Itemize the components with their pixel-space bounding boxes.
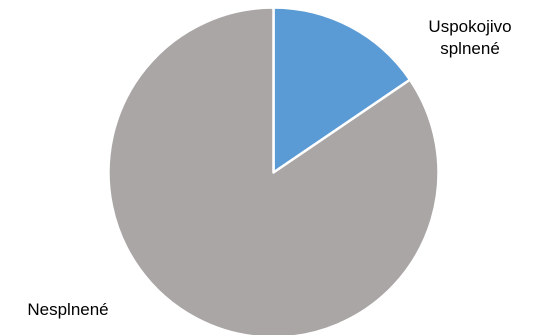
pie-slices <box>107 6 440 335</box>
pie-labels: Uspokojivo splnené Nesplnené <box>27 17 511 319</box>
slice-label-2-line-1: Nesplnené <box>27 300 108 319</box>
slice-label-1-line-2: splnené <box>440 39 500 58</box>
slice-label-1-line-1: Uspokojivo <box>428 17 511 36</box>
slice-label-1: Uspokojivo splnené <box>428 17 511 58</box>
pie-slice-2 <box>107 6 440 335</box>
slice-label-2: Nesplnené <box>27 300 108 319</box>
pie-slice-1 <box>272 6 412 174</box>
